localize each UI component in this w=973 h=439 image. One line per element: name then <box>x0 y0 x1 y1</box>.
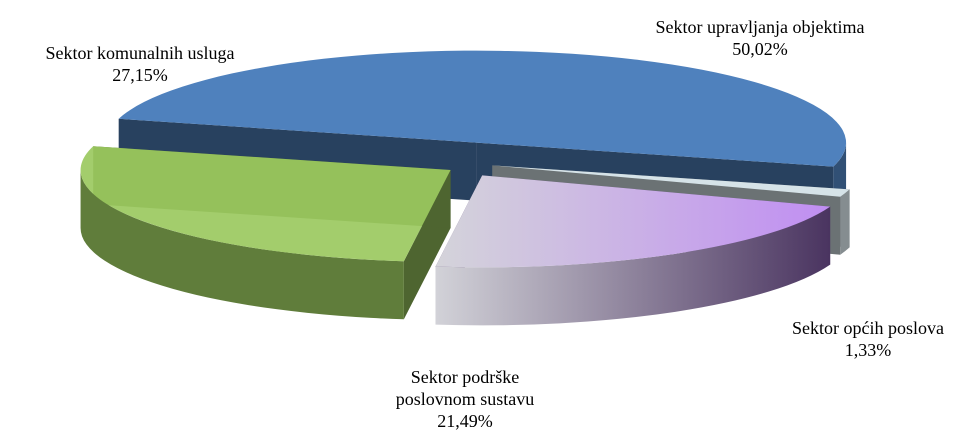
label-value: 21,49% <box>437 411 493 431</box>
label-name: Sektor podrške poslovnom sustavu <box>395 367 535 409</box>
label-name: Sektor komunalnih usluga <box>45 43 235 63</box>
slice-wall <box>435 206 831 326</box>
label-value: 50,02% <box>732 39 788 59</box>
slice <box>492 165 850 197</box>
slice-label: Sektor komunalnih usluga 27,15% <box>0 42 280 86</box>
label-name: Sektor općih poslova <box>792 318 944 338</box>
slice-label: Sektor upravljanja objektima 50,02% <box>600 16 920 60</box>
label-name: Sektor upravljanja objektima <box>655 17 865 37</box>
slice-wall <box>80 170 404 320</box>
slice <box>80 146 451 262</box>
slice <box>118 50 847 167</box>
slice <box>435 175 831 268</box>
slice-label: Sektor općih poslova 1,33% <box>763 317 973 361</box>
slice-wall <box>840 189 850 255</box>
slice-label: Sektor podrške poslovnom sustavu 21,49% <box>375 366 555 432</box>
label-value: 1,33% <box>844 340 892 360</box>
label-value: 27,15% <box>112 65 168 85</box>
